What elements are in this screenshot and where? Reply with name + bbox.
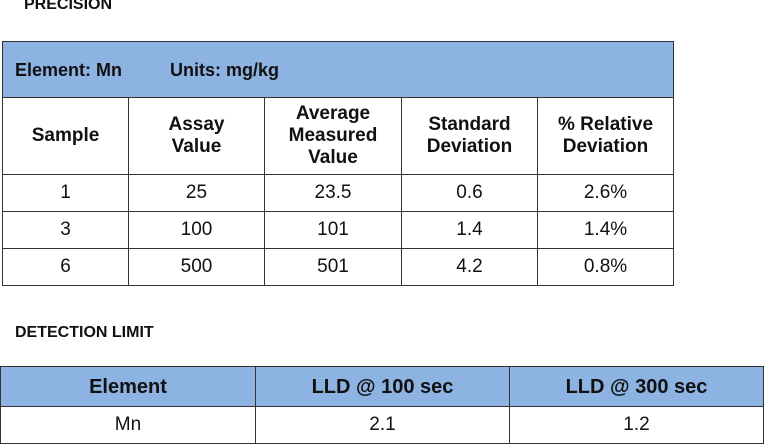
table-cell: 3 — [2, 211, 129, 249]
column-header: % Relative Deviation — [537, 97, 674, 175]
column-header: Sample — [2, 97, 129, 175]
table-cell: 6 — [2, 248, 129, 286]
table-row: 6 500 501 4.2 0.8% — [2, 248, 674, 286]
table-cell: 0.6 — [401, 174, 538, 212]
table-cell: 100 — [128, 211, 265, 249]
table-cell: 1 — [2, 174, 129, 212]
table-cell: 0.8% — [537, 248, 674, 286]
table-cell: 2.1 — [255, 406, 510, 444]
column-header: Element — [0, 366, 256, 407]
table-cell: 1.2 — [509, 406, 764, 444]
units-label: Units: mg/kg — [170, 59, 280, 80]
table-cell: 2.6% — [537, 174, 674, 212]
table-cell: 501 — [264, 248, 402, 286]
table-cell: 1.4 — [401, 211, 538, 249]
detection-table: Element LLD @ 100 sec LLD @ 300 sec Mn 2.1 1… — [0, 366, 764, 444]
table-row: 1 25 23.5 0.6 2.6% — [2, 174, 674, 212]
table-cell: 23.5 — [264, 174, 402, 212]
table-row: 3 100 101 1.4 1.4% — [2, 211, 674, 249]
table-row: Mn 2.1 1.2 — [0, 406, 764, 444]
table-cell: 500 — [128, 248, 265, 286]
column-header: LLD @ 100 sec — [255, 366, 510, 407]
column-header: Average Measured Value — [264, 97, 402, 175]
table-banner: Element: Mn Units: mg/kg — [2, 41, 674, 98]
precision-table: Element: Mn Units: mg/kg Sample Assay Valu… — [2, 41, 674, 286]
header-row: Sample Assay Value Average Measured Value S… — [2, 97, 674, 175]
table-cell: 25 — [128, 174, 265, 212]
banner-cell: Element: Mn Units: mg/kg — [2, 41, 674, 98]
table-cell: 101 — [264, 211, 402, 249]
section-title: DETECTION LIMIT — [15, 324, 154, 341]
section-title: PRECISION — [24, 0, 113, 13]
table-cell: Mn — [0, 406, 256, 444]
table-cell: 4.2 — [401, 248, 538, 286]
table-cell: 1.4% — [537, 211, 674, 249]
column-header: LLD @ 300 sec — [509, 366, 764, 407]
header-row: Element LLD @ 100 sec LLD @ 300 sec — [0, 366, 764, 407]
element-label: Element: Mn — [15, 59, 123, 80]
column-header: Standard Deviation — [401, 97, 538, 175]
column-header: Assay Value — [128, 97, 265, 175]
